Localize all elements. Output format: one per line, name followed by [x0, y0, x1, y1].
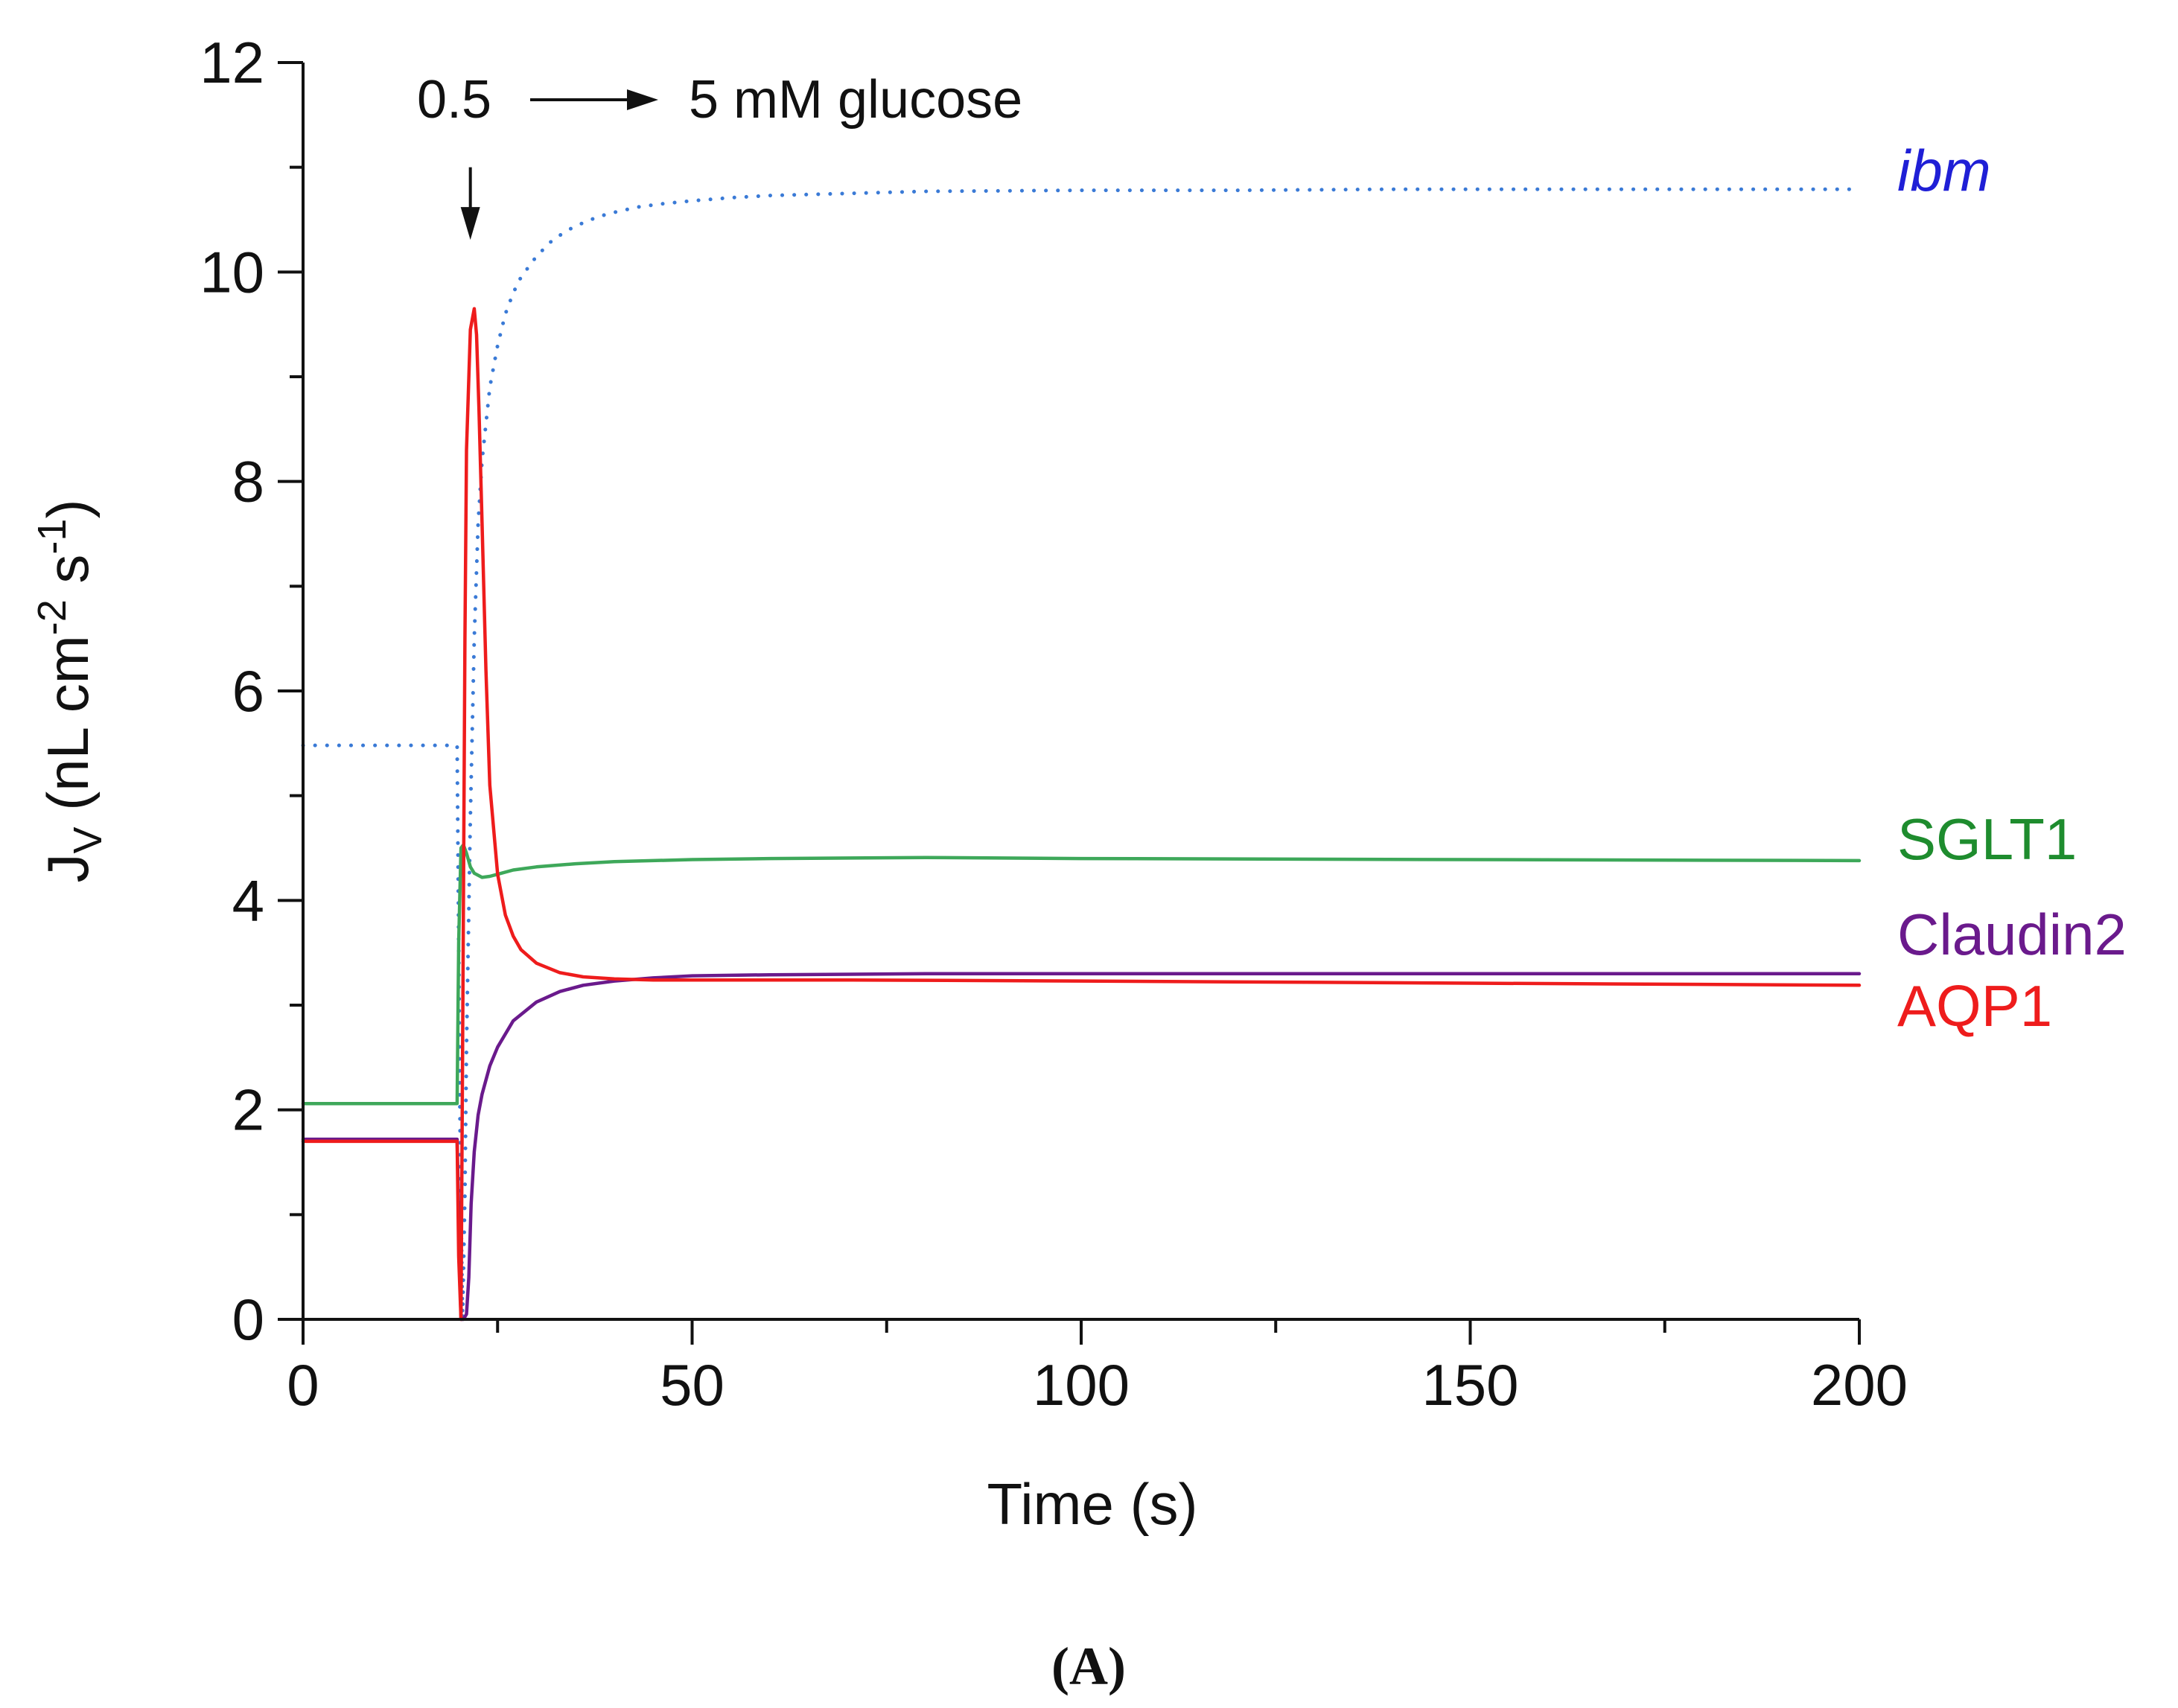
- y-axis-title-part: (nL cm: [35, 635, 101, 826]
- x-tick-label: 0: [287, 1352, 319, 1418]
- y-axis-title-part: s: [35, 555, 101, 600]
- series-line-ibm: [301, 187, 1862, 1322]
- series-label-aqp1: AQP1: [1897, 973, 2052, 1039]
- y-tick-label: 2: [232, 1077, 264, 1143]
- panel-label: (A): [1051, 1637, 1126, 1696]
- y-tick-label: 0: [232, 1287, 264, 1352]
- y-tick-label: 8: [232, 449, 264, 514]
- series-line-aqp1: [301, 307, 1862, 1322]
- y-axis-title-part: -2: [30, 599, 74, 635]
- annotation-to-text: 5 mM glucose: [689, 70, 1022, 130]
- y-axis-title: JV (nL cm-2 s-1): [30, 500, 110, 883]
- y-tick-label: 6: [232, 658, 264, 724]
- x-tick-label: 150: [1421, 1352, 1518, 1418]
- series-label-claudin2: Claudin2: [1897, 902, 2127, 967]
- x-tick-label: 200: [1811, 1352, 1908, 1418]
- y-axis-title-part: ): [35, 500, 101, 519]
- annotation-from-text: 0.5: [417, 70, 491, 130]
- labels-layer: Time (s) JV (nL cm-2 s-1) 0.5 5 mM glucose i…: [30, 70, 2127, 1696]
- y-axis-title-part: J: [35, 853, 101, 882]
- series-layer: [301, 187, 1862, 1322]
- series-label-ibm: ibm: [1897, 138, 1991, 203]
- series-label-sglt1: SGLT1: [1897, 806, 2077, 872]
- y-tick-label: 12: [200, 30, 264, 95]
- axes-layer: 0 2 4 6 8 10 12 0 50 100 150 200: [200, 30, 1908, 1418]
- y-tick-label: 4: [232, 867, 264, 933]
- x-tick-label: 50: [660, 1352, 725, 1418]
- y-axis-title-part: V: [66, 826, 110, 853]
- x-axis-title: Time (s): [987, 1471, 1197, 1537]
- y-tick-label: 10: [200, 239, 264, 305]
- y-axis-title-part: -1: [30, 519, 74, 555]
- annotation-horizontal-arrow-head: [627, 89, 658, 110]
- series-line-claudin2: [301, 972, 1862, 1322]
- annotation-down-arrow-head: [460, 207, 480, 240]
- x-tick-label: 100: [1033, 1352, 1130, 1418]
